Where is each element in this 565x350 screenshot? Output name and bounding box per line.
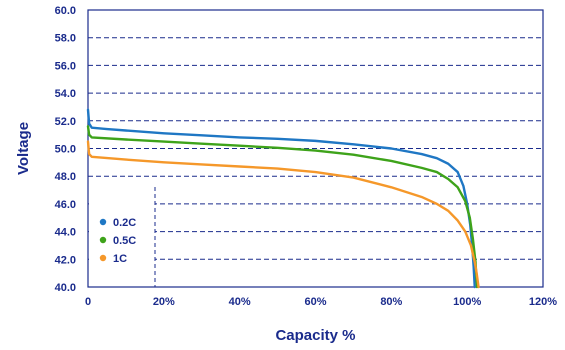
legend: 0.2C 0.5C 1C <box>99 217 136 265</box>
series-lines <box>86 108 480 289</box>
grid-lines <box>88 37 543 260</box>
y-tick-label: 46.0 <box>55 199 76 211</box>
legend-marker-0.2c <box>99 218 107 226</box>
y-tick-label: 58.0 <box>55 33 76 45</box>
legend-inset-box <box>89 187 156 287</box>
y-tick-label: 54.0 <box>55 88 76 100</box>
legend-marker-1c <box>99 254 107 262</box>
legend-backdrop <box>89 187 155 286</box>
legend-marker-0.5c <box>99 236 107 244</box>
y-tick-label: 50.0 <box>55 144 76 156</box>
series-line-1c <box>86 140 480 289</box>
y-tick-label: 60.0 <box>55 5 76 17</box>
legend-label-0.2c: 0.2C <box>113 217 136 229</box>
y-tick-label: 56.0 <box>55 60 76 72</box>
x-tick-label: 20% <box>153 296 175 308</box>
legend-label-0.5c: 0.5C <box>113 235 136 247</box>
x-tick-label: 60% <box>304 296 326 308</box>
y-tick-label: 40.0 <box>55 282 76 294</box>
x-tick-label: 80% <box>380 296 402 308</box>
y-axis-title: Voltage <box>15 122 32 175</box>
y-tick-label: 52.0 <box>55 116 76 128</box>
x-tick-label: 0 <box>85 296 91 308</box>
y-tick-label: 48.0 <box>55 171 76 183</box>
x-axis-ticks: 0 20% 40% 60% 80% 100% 120% <box>85 296 557 308</box>
y-axis-ticks: 40.0 42.0 44.0 46.0 48.0 50.0 52.0 54.0 56.0 58.0… <box>55 5 76 294</box>
x-tick-label: 120% <box>529 296 557 308</box>
y-tick-label: 44.0 <box>55 227 76 239</box>
y-tick-label: 42.0 <box>55 254 76 266</box>
x-axis-title: Capacity % <box>275 327 355 344</box>
x-tick-label: 40% <box>229 296 251 308</box>
x-tick-label: 100% <box>453 296 481 308</box>
legend-label-1c: 1C <box>113 253 127 265</box>
series-line-0.5c <box>86 125 479 289</box>
